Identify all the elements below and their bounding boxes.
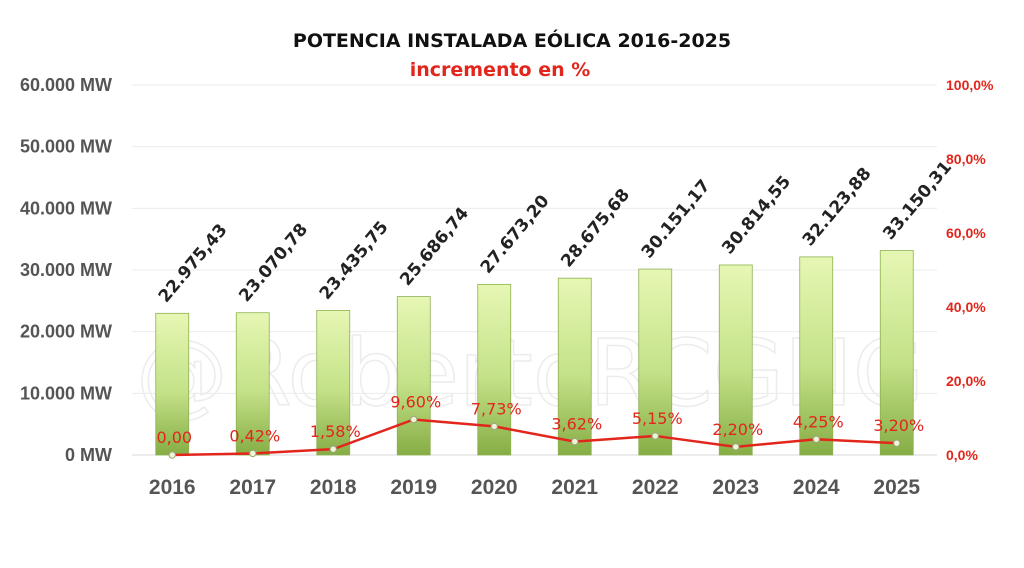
x-tick-label: 2018 xyxy=(310,476,357,499)
bar-value-label: 23.435,75 xyxy=(316,218,393,304)
bar xyxy=(316,310,351,456)
bar-value-label: 28.675,68 xyxy=(557,185,634,271)
percent-label: 4,25% xyxy=(793,412,844,431)
percent-label: 3,20% xyxy=(873,416,924,435)
percent-label: 1,58% xyxy=(310,422,361,441)
bar xyxy=(718,264,753,456)
chart-subtitle: incremento en % xyxy=(410,59,591,81)
x-tick-label: 2025 xyxy=(873,476,920,499)
right-tick-label: 80,0% xyxy=(946,151,986,167)
x-tick-label: 2023 xyxy=(712,476,759,499)
right-axis: 0,0% 20,0% 40,0% 60,0% 80,0% 100,0% xyxy=(946,77,994,463)
percent-line: 0,00 0,42% 1,58% 9,60% 7,73% 3,62% 5,15% 2,20% 4… xyxy=(156,392,924,459)
percent-point xyxy=(571,437,579,446)
x-tick-label: 2016 xyxy=(149,476,196,499)
left-tick-label: 50.000 MW xyxy=(20,137,112,157)
percent-point xyxy=(812,435,820,443)
percent-point xyxy=(732,443,740,451)
bar-value-label: 22.975,43 xyxy=(155,220,232,306)
bar-value-label: 30.151,17 xyxy=(638,176,715,262)
bar-value-label: 27.673,20 xyxy=(477,191,554,277)
left-tick-label: 60.000 MW xyxy=(20,75,112,95)
percent-line-path xyxy=(172,418,897,457)
percent-point xyxy=(168,451,176,459)
x-tick-label: 2019 xyxy=(390,476,437,499)
x-tick-label: 2022 xyxy=(632,476,679,499)
chart-title: POTENCIA INSTALADA EÓLICA 2016-2025 xyxy=(293,28,731,52)
percent-label: 0,42% xyxy=(229,426,280,445)
left-tick-label: 40.000 MW xyxy=(20,198,112,218)
bar xyxy=(879,250,914,456)
right-tick-label: 100,0% xyxy=(946,77,994,93)
bar-value-label: 32.123,88 xyxy=(799,164,876,250)
right-tick-label: 40,0% xyxy=(946,299,986,315)
x-axis: 2016 2017 2018 2019 2020 2021 2022 2023 2024 2025 xyxy=(149,476,921,499)
percent-point xyxy=(329,445,337,453)
percent-label: 5,15% xyxy=(632,409,683,428)
percent-label: 0,00 xyxy=(156,428,192,447)
bar xyxy=(396,296,431,456)
x-tick-label: 2017 xyxy=(229,476,276,499)
bar xyxy=(557,277,592,456)
left-tick-label: 30.000 MW xyxy=(20,260,112,280)
left-tick-label: 0 MW xyxy=(65,445,112,465)
x-tick-label: 2021 xyxy=(551,476,598,499)
percent-point xyxy=(490,422,498,431)
right-tick-label: 0,0% xyxy=(946,447,978,463)
percent-label: 7,73% xyxy=(471,399,522,418)
percent-point xyxy=(410,415,418,424)
percent-label: 3,62% xyxy=(551,415,602,434)
bar xyxy=(799,256,834,456)
bar xyxy=(638,268,673,456)
x-tick-label: 2024 xyxy=(793,476,840,499)
left-tick-label: 20.000 MW xyxy=(20,322,112,342)
bar-value-label: 23.070,78 xyxy=(235,220,312,306)
left-axis: 0 MW 10.000 MW 20.000 MW 30.000 MW 40.000 MW… xyxy=(20,75,112,465)
right-tick-label: 20,0% xyxy=(946,373,986,389)
percent-label: 2,20% xyxy=(712,420,763,439)
bar xyxy=(155,312,190,456)
percent-point xyxy=(893,439,901,447)
left-tick-label: 10.000 MW xyxy=(20,383,112,403)
percent-point xyxy=(249,449,257,458)
percent-point xyxy=(651,432,659,440)
bar-value-label: 25.686,74 xyxy=(396,204,473,290)
bar-value-label: 33.150,31 xyxy=(879,158,956,244)
percent-label: 9,60% xyxy=(390,392,441,411)
x-tick-label: 2020 xyxy=(471,476,518,499)
bar-value-label: 30.814,55 xyxy=(718,172,795,258)
right-tick-label: 60,0% xyxy=(946,225,986,241)
